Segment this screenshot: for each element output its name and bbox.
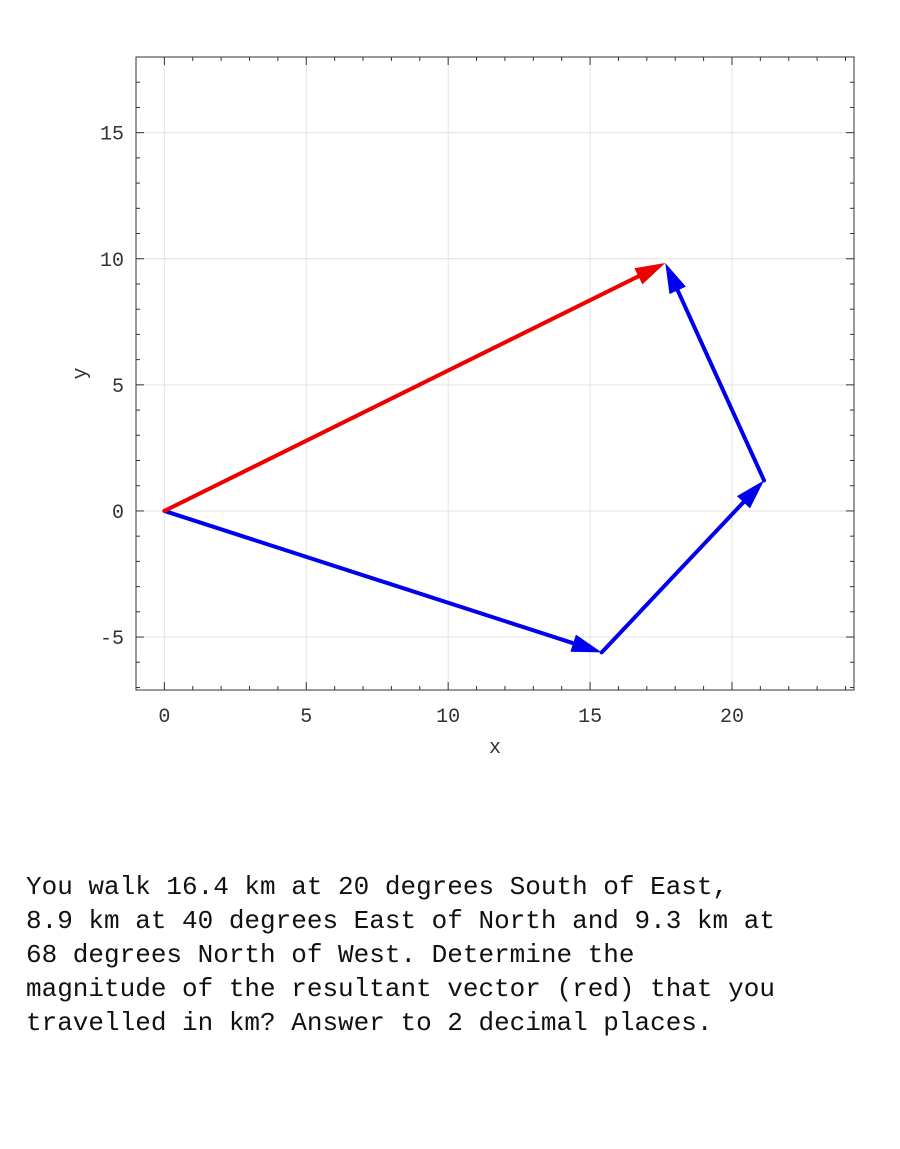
grid-lines — [136, 57, 854, 690]
vector-shaft — [599, 497, 749, 655]
y-tick-label: 15 — [100, 124, 124, 147]
vector-chart: 0 5 10 15 20 -5 0 5 10 15 x y — [70, 56, 855, 760]
vector-shaft — [162, 508, 579, 647]
vector-2 — [599, 480, 765, 655]
x-axis-label: x — [489, 737, 501, 760]
resultant-vector — [162, 263, 666, 513]
vector-arrowhead — [665, 263, 686, 295]
y-tick-label: 0 — [112, 502, 124, 525]
y-axis-label: y — [70, 367, 93, 379]
x-tick-label: 10 — [436, 706, 460, 729]
tick-labels: 0 5 10 15 20 -5 0 5 10 15 — [100, 124, 744, 729]
vector-3 — [665, 263, 767, 483]
y-tick-label: 5 — [112, 376, 124, 399]
vector-shaft — [674, 284, 767, 483]
vectors — [162, 263, 767, 655]
x-tick-label: 15 — [578, 706, 602, 729]
vector-arrowhead — [736, 480, 765, 509]
y-tick-label: -5 — [100, 628, 124, 651]
x-tick-label: 5 — [300, 706, 312, 729]
axis-ticks — [135, 56, 854, 690]
question-text: You walk 16.4 km at 20 degrees South of … — [26, 872, 775, 1038]
vector-shaft — [162, 272, 644, 513]
plot-frame — [135, 56, 855, 691]
vector-arrowhead — [634, 263, 666, 285]
x-tick-label: 20 — [720, 706, 744, 729]
y-tick-label: 10 — [100, 250, 124, 273]
vector-arrowhead — [570, 634, 602, 653]
vector-1 — [162, 508, 602, 653]
x-tick-label: 0 — [158, 706, 170, 729]
